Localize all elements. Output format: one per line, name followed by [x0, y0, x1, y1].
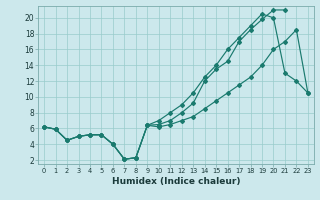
X-axis label: Humidex (Indice chaleur): Humidex (Indice chaleur) [112, 177, 240, 186]
